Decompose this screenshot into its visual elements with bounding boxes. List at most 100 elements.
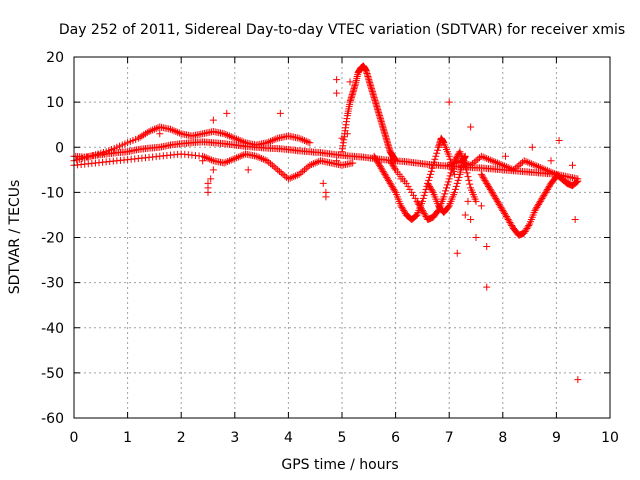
x-tick-label: 9	[552, 430, 561, 446]
data-point	[252, 152, 260, 160]
data-point	[388, 182, 396, 190]
data-point	[381, 170, 389, 178]
data-point	[416, 202, 424, 210]
y-axis-label: SDTVAR / TECUs	[7, 180, 23, 295]
data-point	[515, 161, 523, 169]
data-point	[472, 157, 480, 165]
data-point	[279, 170, 287, 178]
data-point	[258, 155, 266, 163]
data-point	[147, 127, 155, 135]
data-point	[141, 130, 149, 138]
data-point	[520, 157, 528, 165]
data-point	[563, 179, 571, 187]
data-point	[533, 203, 541, 211]
data-point	[204, 155, 212, 163]
data-point	[522, 158, 530, 166]
data-point	[445, 161, 453, 169]
data-point	[444, 203, 452, 211]
data-point	[501, 209, 509, 217]
data-point	[413, 197, 421, 205]
data-point	[276, 109, 284, 117]
data-point	[209, 166, 217, 174]
data-point	[300, 136, 308, 144]
data-point	[494, 199, 502, 207]
data-point	[412, 212, 420, 220]
x-tick-label: 2	[177, 430, 186, 446]
data-point	[511, 164, 519, 172]
data-point	[208, 156, 216, 164]
data-point	[574, 177, 582, 185]
data-point	[502, 163, 510, 171]
data-point	[293, 171, 301, 179]
data-point	[488, 157, 496, 165]
data-point	[449, 160, 457, 168]
x-tick-label: 0	[70, 430, 79, 446]
data-point	[222, 158, 230, 166]
data-point	[467, 123, 475, 131]
data-point	[490, 158, 498, 166]
data-point	[480, 175, 488, 183]
data-point	[452, 182, 460, 190]
data-point	[333, 76, 341, 84]
data-point	[227, 156, 235, 164]
data-point	[535, 163, 543, 171]
data-point	[458, 158, 466, 166]
data-point	[419, 208, 427, 216]
data-point	[501, 162, 509, 170]
data-point	[267, 137, 275, 145]
data-point	[535, 200, 543, 208]
data-point	[486, 156, 494, 164]
data-point	[531, 206, 539, 214]
data-point	[174, 128, 182, 136]
data-point	[382, 172, 390, 180]
data-point	[574, 376, 582, 384]
data-point	[236, 152, 244, 160]
data-point	[443, 181, 451, 189]
data-point	[225, 132, 233, 140]
data-point	[507, 220, 515, 228]
data-point	[231, 155, 239, 163]
data-point	[533, 162, 541, 170]
data-point	[175, 129, 183, 137]
data-point	[499, 161, 507, 169]
data-point	[497, 203, 505, 211]
data-point	[299, 167, 307, 175]
y-tick-label: 0	[55, 140, 64, 156]
data-point	[268, 161, 276, 169]
data-point	[286, 174, 294, 182]
data-point	[387, 158, 395, 166]
data-point	[290, 173, 298, 181]
data-point	[284, 175, 292, 183]
data-point	[477, 152, 485, 160]
data-point	[418, 206, 426, 214]
data-point	[409, 191, 417, 199]
data-point	[297, 135, 305, 143]
data-point	[445, 175, 453, 183]
data-point	[520, 229, 528, 237]
data-point	[225, 157, 233, 165]
data-point	[441, 190, 449, 198]
data-point	[442, 187, 450, 195]
data-point	[493, 159, 501, 167]
data-point	[419, 194, 427, 202]
data-point	[308, 161, 316, 169]
data-point	[371, 154, 379, 162]
x-tick-label: 6	[391, 430, 400, 446]
data-point	[451, 185, 459, 193]
data-point	[378, 166, 386, 174]
data-point	[295, 134, 303, 142]
data-point	[431, 155, 439, 163]
data-point	[300, 166, 308, 174]
data-point	[486, 185, 494, 193]
series-dip-8-3h	[477, 170, 560, 239]
data-point	[272, 164, 280, 172]
data-point	[536, 197, 544, 205]
data-point	[549, 169, 557, 177]
data-point	[145, 127, 153, 135]
data-point	[535, 199, 543, 207]
data-point	[453, 179, 461, 187]
data-point	[470, 158, 478, 166]
data-point	[302, 164, 310, 172]
y-tick-label: 20	[46, 50, 64, 66]
data-point	[380, 169, 388, 177]
